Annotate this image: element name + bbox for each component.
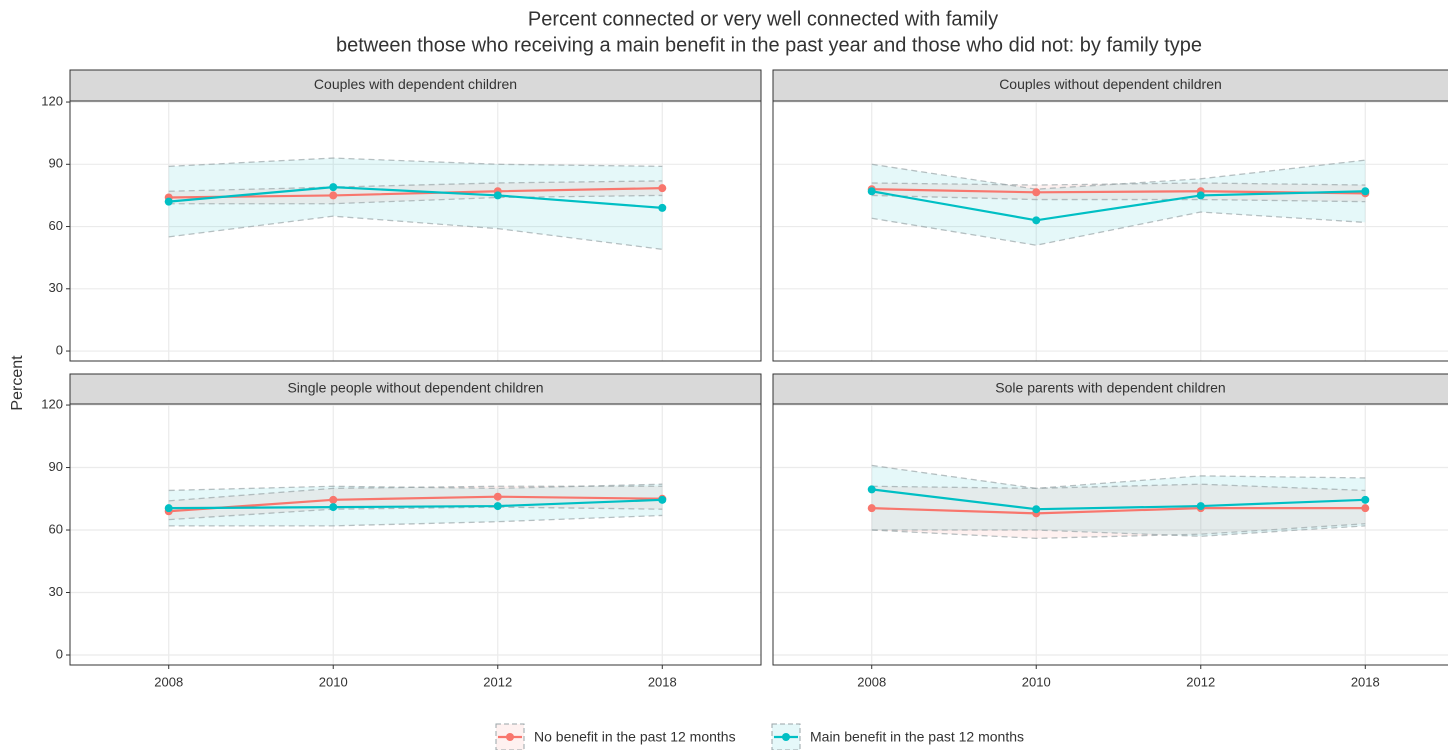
data-point (1361, 504, 1370, 513)
series-line (871, 507, 1366, 515)
y-axis-label: Percent (9, 355, 26, 411)
chart-subtitle: between those who receiving a main benef… (336, 34, 1202, 56)
y-tick-label: 90 (49, 156, 63, 171)
confidence-band (871, 160, 1366, 246)
strip-title: Sole parents with dependent children (995, 380, 1225, 396)
data-point (658, 203, 667, 212)
bound-line (871, 211, 1366, 246)
strip-title: Couples with dependent children (314, 76, 517, 92)
bound-line (168, 157, 663, 168)
bound-line (168, 215, 663, 251)
series-line (168, 186, 663, 209)
bound-line (168, 483, 663, 492)
data-point (1032, 188, 1041, 197)
y-tick-label: 0 (56, 646, 63, 661)
x-tick-label: 2008 (154, 674, 183, 689)
series-line (871, 190, 1366, 222)
y-tick-label: 30 (49, 280, 63, 295)
bound-line (168, 506, 663, 521)
data-point (164, 197, 173, 206)
x-tick-label: 2010 (1022, 674, 1051, 689)
bound-line (871, 194, 1366, 203)
panel-background (70, 404, 761, 665)
bound-line (871, 159, 1366, 190)
legend-key-point (506, 733, 514, 741)
data-point (329, 495, 338, 504)
data-point (493, 191, 502, 200)
x-tick-label: 2008 (857, 674, 886, 689)
data-point (1196, 191, 1205, 200)
strip (772, 69, 1448, 102)
y-tick-label: 90 (49, 459, 63, 474)
x-tick-label: 2010 (319, 674, 348, 689)
strip-title: Couples without dependent children (999, 76, 1222, 92)
panel-background (773, 101, 1448, 361)
data-point (493, 502, 502, 511)
series-line (168, 498, 663, 510)
series-line (871, 488, 1366, 511)
bound-line (168, 194, 663, 205)
data-point (329, 191, 338, 200)
confidence-band (168, 484, 663, 526)
bound-line (871, 525, 1366, 537)
y-tick-label: 120 (41, 93, 63, 108)
y-tick-label: 120 (41, 396, 63, 411)
x-tick-label: 2018 (648, 674, 677, 689)
data-point (1196, 502, 1205, 511)
y-tick-label: 30 (49, 584, 63, 599)
legend-label: Main benefit in the past 12 months (810, 729, 1024, 745)
data-point (658, 184, 667, 193)
data-point (658, 495, 667, 504)
series-line (168, 187, 663, 199)
y-tick-label: 60 (49, 218, 63, 233)
strip (69, 69, 762, 102)
data-point (493, 492, 502, 501)
bound-line (168, 180, 663, 192)
panel-background (70, 101, 761, 361)
data-point (329, 503, 338, 512)
data-point (867, 504, 876, 513)
strip (69, 373, 762, 405)
data-point (867, 187, 876, 196)
bound-line (871, 523, 1366, 540)
chart-title: Percent connected or very well connected… (528, 8, 998, 30)
data-point (329, 183, 338, 192)
x-tick-label: 2012 (483, 674, 512, 689)
data-point (1361, 187, 1370, 196)
bound-line (168, 514, 663, 527)
strip (772, 373, 1448, 405)
panel-background (773, 404, 1448, 665)
x-tick-label: 2018 (1351, 674, 1380, 689)
data-point (1361, 495, 1370, 504)
strip-title: Single people without dependent children (287, 380, 543, 396)
legend-label: No benefit in the past 12 months (534, 729, 736, 745)
bound-line (871, 483, 1366, 492)
x-tick-label: 2012 (1186, 674, 1215, 689)
series-line (168, 495, 663, 513)
y-tick-label: 0 (56, 342, 63, 357)
y-tick-label: 60 (49, 521, 63, 536)
legend-key-point (782, 733, 790, 741)
data-point (164, 504, 173, 513)
bound-line (871, 464, 1366, 490)
data-point (1032, 505, 1041, 514)
confidence-band (168, 158, 663, 250)
data-point (867, 485, 876, 494)
data-point (1032, 216, 1041, 225)
bound-line (871, 182, 1366, 186)
